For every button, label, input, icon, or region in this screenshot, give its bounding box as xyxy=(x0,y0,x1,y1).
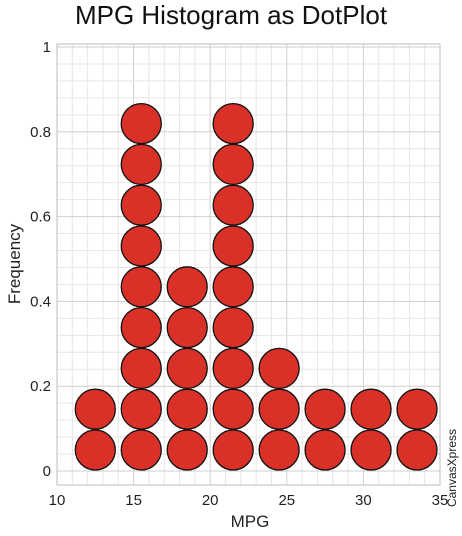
data-dot-bin-3-2 xyxy=(212,347,254,390)
data-dot-bin-3-1 xyxy=(212,388,254,430)
data-dot-bin-3-0 xyxy=(212,429,254,471)
data-dot-bin-1-2 xyxy=(120,347,162,390)
data-dot-bin-3-6 xyxy=(212,184,254,226)
data-dot-bin-4-0 xyxy=(258,429,300,471)
y-tick-label: 1 xyxy=(43,39,51,56)
y-tick-label: 0.4 xyxy=(30,293,51,310)
y-tick-label: 0.2 xyxy=(30,378,51,395)
y-tick-label: 0.6 xyxy=(30,209,51,226)
x-tick-label: 25 xyxy=(278,492,295,509)
y-tick-label: 0 xyxy=(43,463,51,480)
data-dot-bin-1-0 xyxy=(120,429,162,471)
x-axis-ticks: 10 15 20 25 30 35 xyxy=(49,492,449,509)
data-dot-bin-1-8 xyxy=(120,102,162,145)
x-tick-label: 10 xyxy=(49,492,66,509)
data-dot-bin-1-5 xyxy=(120,225,162,267)
x-tick-label: 30 xyxy=(355,492,372,509)
data-dot-bin-3-4 xyxy=(212,266,254,308)
data-dot-bin-6-1 xyxy=(350,388,392,430)
x-tick-label: 15 xyxy=(125,492,142,509)
x-tick-label: 35 xyxy=(432,492,449,509)
x-tick-label: 20 xyxy=(202,492,219,509)
data-dot-bin-2-0 xyxy=(166,429,208,471)
y-tick-label: 0.8 xyxy=(30,124,51,141)
data-dot-bin-5-0 xyxy=(304,429,346,471)
data-dot-bin-0-1 xyxy=(74,388,116,430)
data-dot-bin-2-1 xyxy=(166,388,208,430)
data-dot-bin-2-4 xyxy=(166,266,208,308)
chart-title: MPG Histogram as DotPlot xyxy=(75,0,388,30)
data-dot-bin-1-4 xyxy=(120,266,162,308)
data-dot-bin-4-2 xyxy=(258,347,300,390)
data-dot-bin-5-1 xyxy=(304,388,346,430)
data-dot-bin-1-6 xyxy=(120,184,162,226)
data-dot-bin-3-5 xyxy=(212,225,254,267)
data-dot-bin-1-3 xyxy=(120,306,162,349)
x-axis-title: MPG xyxy=(231,512,270,531)
dots xyxy=(74,102,438,471)
data-dot-bin-2-3 xyxy=(166,306,208,349)
data-dot-bin-0-0 xyxy=(74,429,116,471)
data-dot-bin-1-7 xyxy=(120,143,162,186)
data-dot-bin-1-1 xyxy=(120,388,162,430)
y-axis-ticks: 0 0.2 0.4 0.6 0.8 1 xyxy=(30,39,51,480)
plot-frame xyxy=(56,43,441,486)
data-dot-bin-6-0 xyxy=(350,429,392,471)
data-dot-bin-4-1 xyxy=(258,388,300,430)
data-dot-bin-7-0 xyxy=(396,429,438,471)
y-axis-title: Frequency xyxy=(5,223,24,304)
data-dot-bin-7-1 xyxy=(396,388,438,430)
data-dot-bin-3-8 xyxy=(212,102,254,145)
watermark-label: CanvasXpress xyxy=(445,429,459,507)
data-dot-bin-3-3 xyxy=(212,306,254,349)
data-dot-bin-3-7 xyxy=(212,143,254,186)
data-dot-bin-2-2 xyxy=(166,347,208,390)
